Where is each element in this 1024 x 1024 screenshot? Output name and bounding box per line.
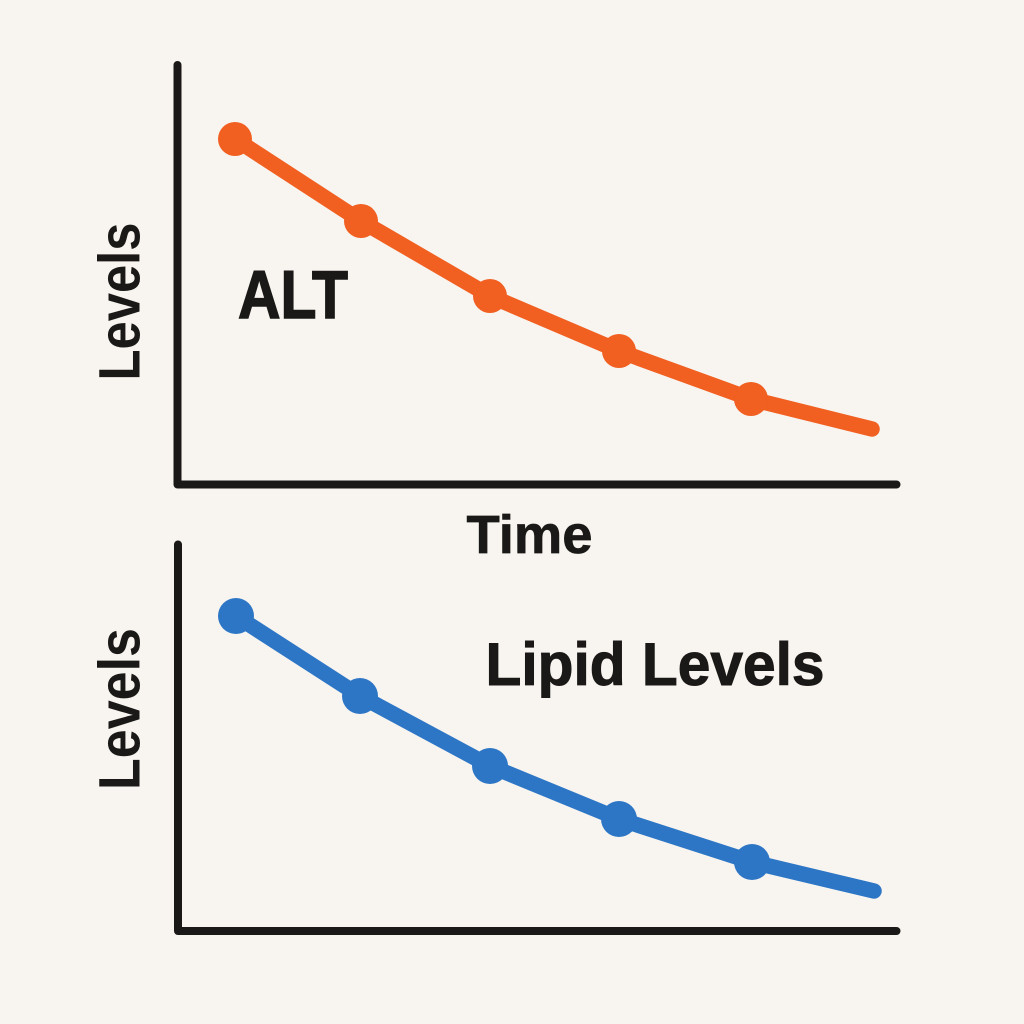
- svg-text:Lipid Levels: Lipid Levels: [486, 631, 825, 698]
- svg-text:Levels: Levels: [88, 223, 153, 381]
- svg-text:ALT: ALT: [238, 257, 348, 333]
- svg-text:Time: Time: [467, 505, 593, 565]
- svg-text:Levels: Levels: [88, 628, 153, 790]
